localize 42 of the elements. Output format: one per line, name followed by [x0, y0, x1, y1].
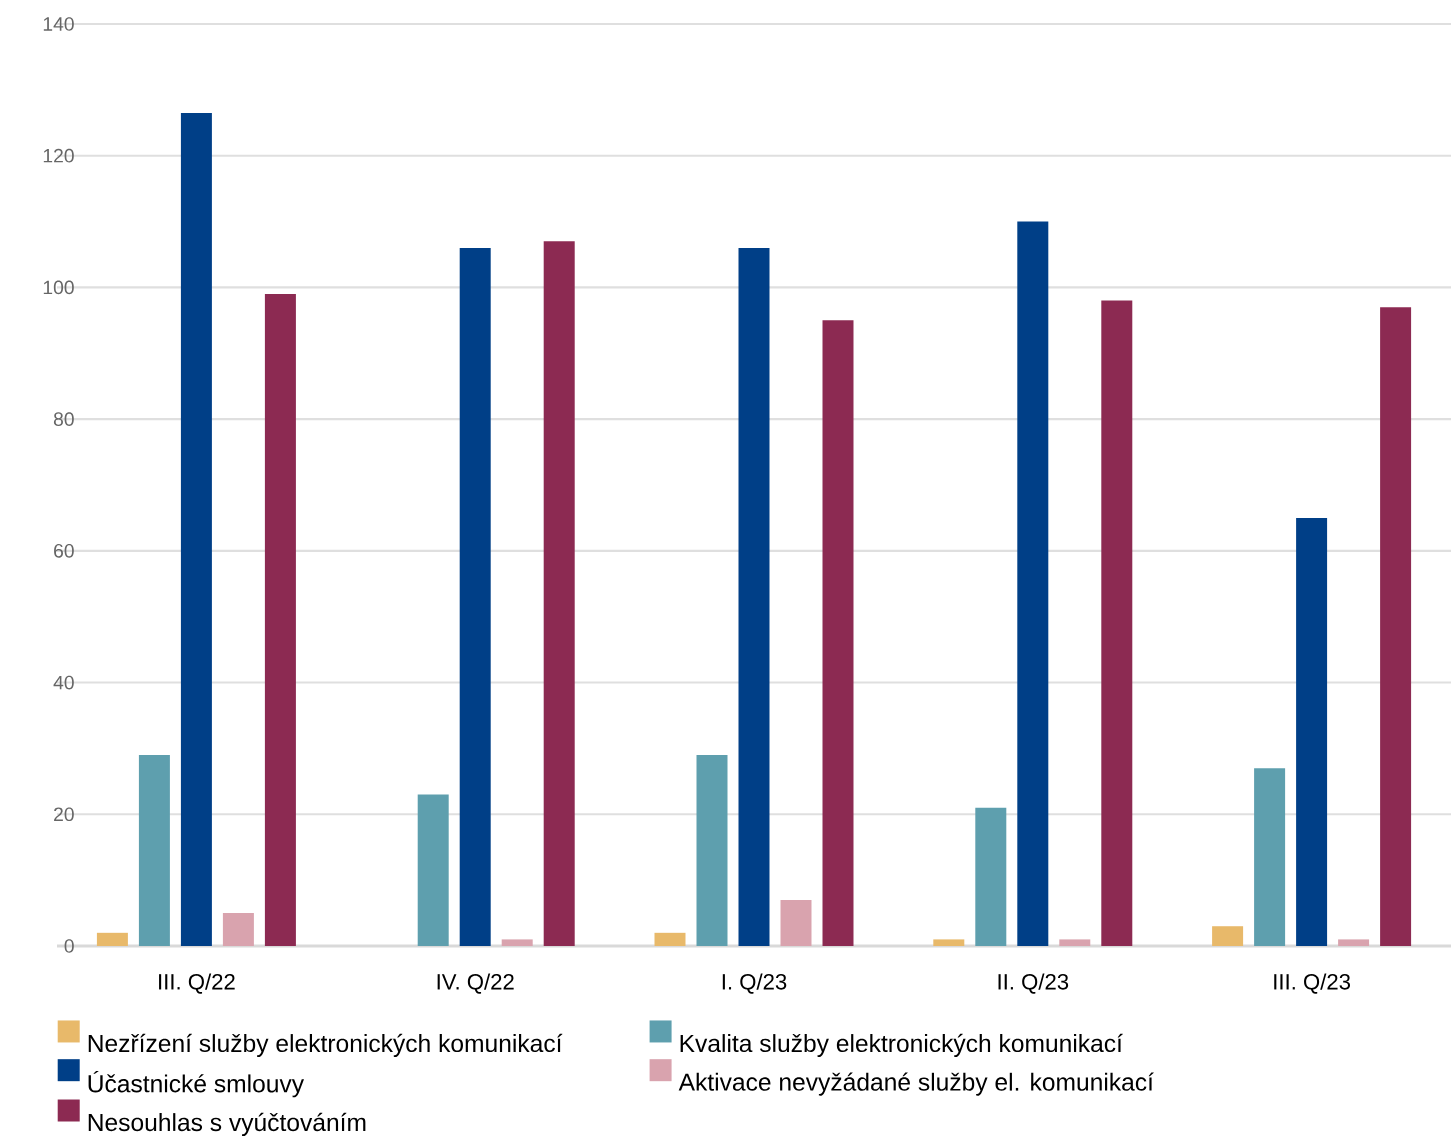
bar	[738, 247, 770, 946]
bar	[417, 794, 449, 946]
bar	[222, 913, 254, 946]
bar	[822, 320, 854, 946]
bar	[1254, 768, 1286, 946]
x-tick-label: IV. Q/22	[437, 973, 514, 994]
bar	[1296, 517, 1328, 946]
bar	[264, 294, 296, 946]
x-tick-label: I. Q/23	[722, 973, 787, 994]
y-tick-label: 0	[64, 939, 74, 953]
bar	[696, 755, 728, 946]
legend-label: Účastnické smlouvy	[88, 1070, 304, 1098]
bar	[459, 247, 491, 946]
bar	[96, 932, 128, 946]
legend-label: Aktivace nevyžádané služby el. komunikací	[678, 1072, 1154, 1096]
bar	[654, 932, 686, 946]
bar	[138, 755, 170, 946]
bar	[1101, 300, 1133, 946]
y-tick-label: 140	[43, 17, 74, 31]
bar	[180, 112, 212, 946]
bar	[780, 899, 812, 946]
bar	[975, 807, 1007, 946]
x-tick-label: III. Q/23	[1274, 973, 1351, 994]
bar	[933, 939, 965, 946]
bar	[1059, 939, 1091, 946]
bar	[1380, 307, 1412, 946]
x-tick-label: II. Q/23	[998, 973, 1069, 994]
bar	[1338, 939, 1370, 946]
legend-label: Nesouhlas s vyúčtováním	[88, 1112, 366, 1137]
legend-label: Nezřízení služby elektronických komunikací	[88, 1033, 563, 1057]
legend-label: Kvalita služby elektronických komunikací	[680, 1033, 1123, 1057]
x-tick-label: III. Q/22	[159, 973, 235, 994]
y-tick-label: 120	[43, 148, 74, 163]
y-tick-label: 100	[43, 280, 74, 295]
bar	[543, 241, 575, 946]
bar	[501, 939, 533, 946]
bar	[1212, 926, 1244, 946]
y-tick-label: 80	[53, 412, 74, 426]
y-tick-label: 40	[53, 675, 74, 690]
bar	[1017, 221, 1049, 946]
y-tick-label: 20	[54, 807, 74, 822]
y-tick-label: 60	[54, 543, 74, 558]
